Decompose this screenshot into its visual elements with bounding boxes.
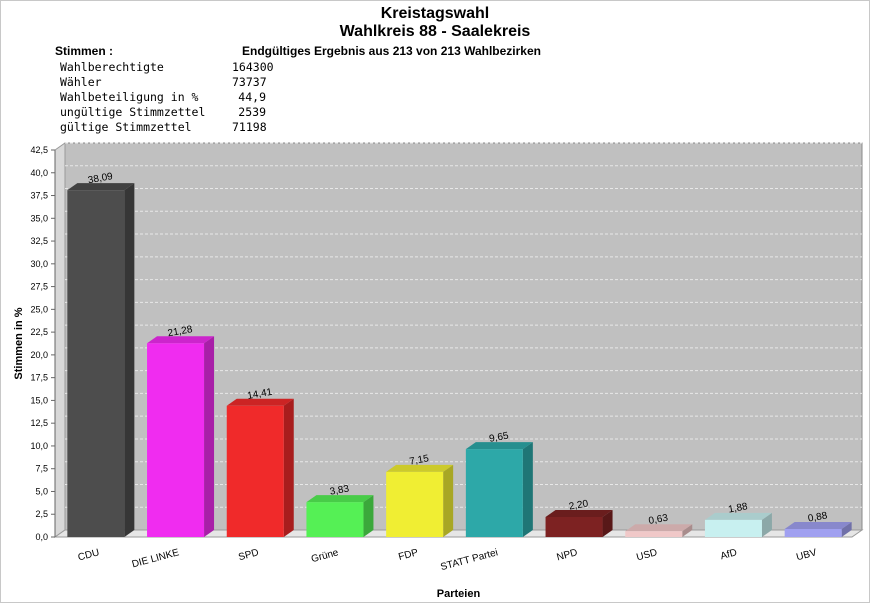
x-category-label: NPD bbox=[556, 547, 579, 563]
y-axis-title: Stimmen in % bbox=[13, 307, 25, 379]
y-tick-label: 35,0 bbox=[30, 213, 48, 223]
stat-row-ungueltige: ungültige Stimmzettel 2539 bbox=[60, 105, 266, 120]
y-tick-label: 37,5 bbox=[30, 191, 48, 201]
y-tick-label: 30,0 bbox=[30, 259, 48, 269]
x-category-label: FDP bbox=[397, 547, 419, 563]
bar-usd bbox=[625, 524, 693, 537]
bar-value-label: 3,83 bbox=[329, 483, 351, 497]
bar-ubv bbox=[784, 521, 852, 537]
y-tick-label: 40,0 bbox=[30, 168, 48, 178]
x-category-label: STATT Partei bbox=[439, 547, 499, 573]
chart-subtitle: Wahlkreis 88 - Saalekreis bbox=[339, 23, 531, 40]
bar-fdp bbox=[386, 464, 454, 537]
x-axis-title: Parteien bbox=[437, 588, 481, 600]
y-tick-label: 12,5 bbox=[30, 418, 48, 428]
stat-label: gültige Stimmzettel bbox=[60, 120, 192, 134]
stat-row-gueltige: gültige Stimmzettel 71198 bbox=[60, 120, 267, 135]
stat-value: 2539 bbox=[238, 105, 266, 119]
chart-title: Kreistagswahl bbox=[380, 5, 490, 22]
y-tick-label: 27,5 bbox=[30, 282, 48, 292]
stat-row-waehler: Wähler 73737 bbox=[60, 75, 267, 90]
x-category-label: Grüne bbox=[310, 547, 340, 565]
stat-value: 73737 bbox=[232, 75, 267, 89]
y-tick-label: 20,0 bbox=[30, 350, 48, 360]
bar-spd bbox=[226, 398, 294, 537]
bar-value-label: 7,15 bbox=[409, 453, 431, 467]
stat-label: ungültige Stimmzettel bbox=[60, 105, 206, 119]
x-category-label: USD bbox=[635, 547, 658, 563]
bar-value-label: 0,63 bbox=[648, 513, 670, 527]
stats-table: Wahlberechtigte 164300 Wähler 73737 Wahl… bbox=[60, 60, 274, 135]
y-tick-label: 17,5 bbox=[30, 373, 48, 383]
x-category-label: AfD bbox=[719, 547, 738, 562]
bar-die-linke bbox=[147, 336, 215, 537]
bar-value-label: 2,20 bbox=[568, 498, 590, 512]
x-category-label: SPD bbox=[237, 547, 260, 563]
y-tick-label: 2,5 bbox=[35, 509, 48, 519]
y-tick-label: 7,5 bbox=[35, 464, 48, 474]
bar-value-label: 1,88 bbox=[727, 501, 749, 515]
bar-afd bbox=[704, 512, 772, 537]
stimmen-label: Stimmen : bbox=[55, 44, 114, 58]
bar-value-label: 14,41 bbox=[247, 387, 274, 402]
stat-label: Wahlberechtigte bbox=[60, 60, 164, 74]
stat-value: 164300 bbox=[232, 60, 274, 74]
bar-statt-partei bbox=[465, 442, 533, 537]
stat-value: 71198 bbox=[232, 120, 267, 134]
y-tick-label: 10,0 bbox=[30, 441, 48, 451]
bar-value-label: 0,88 bbox=[807, 510, 829, 524]
y-tick-label: 0,0 bbox=[35, 532, 48, 542]
y-tick-label: 42,5 bbox=[30, 145, 48, 155]
bar-npd bbox=[545, 509, 613, 537]
y-tick-label: 15,0 bbox=[30, 395, 48, 405]
bar-value-label: 21,28 bbox=[167, 324, 194, 339]
bar-value-label: 9,65 bbox=[488, 430, 510, 444]
x-category-label: CDU bbox=[77, 547, 101, 563]
stat-value: 44,9 bbox=[238, 90, 266, 104]
x-axis: CDU DIE LINKE SPD Grüne FDP STATT Partei NPD US… bbox=[77, 547, 818, 573]
bar-value-label: 38,09 bbox=[87, 171, 114, 186]
y-tick-label: 32,5 bbox=[30, 236, 48, 246]
stat-label: Wahlbeteiligung in % bbox=[60, 90, 199, 104]
x-category-label: DIE LINKE bbox=[131, 547, 181, 570]
result-note: Endgültiges Ergebnis aus 213 von 213 Wah… bbox=[242, 44, 541, 58]
y-tick-label: 25,0 bbox=[30, 304, 48, 314]
y-axis: 0,0 2,5 5,0 7,5 10,0 12,5 15,0 17,5 20,0 22,5 25,0… bbox=[30, 145, 56, 542]
stat-row-wahlbeteiligung: Wahlbeteiligung in % 44,9 bbox=[60, 90, 266, 105]
stat-label: Wähler bbox=[60, 75, 102, 89]
bars: 38,09 21,28 14,41 3,83 7,15 9,65 2,20 0,63 1,88 0… bbox=[67, 171, 852, 538]
bar-cdu bbox=[67, 183, 135, 538]
bar-gr-ne bbox=[306, 495, 374, 537]
y-tick-label: 5,0 bbox=[35, 486, 48, 496]
y-tick-label: 22,5 bbox=[30, 327, 48, 337]
stat-row-wahlberechtigte: Wahlberechtigte 164300 bbox=[60, 60, 274, 75]
x-category-label: UBV bbox=[795, 547, 818, 563]
